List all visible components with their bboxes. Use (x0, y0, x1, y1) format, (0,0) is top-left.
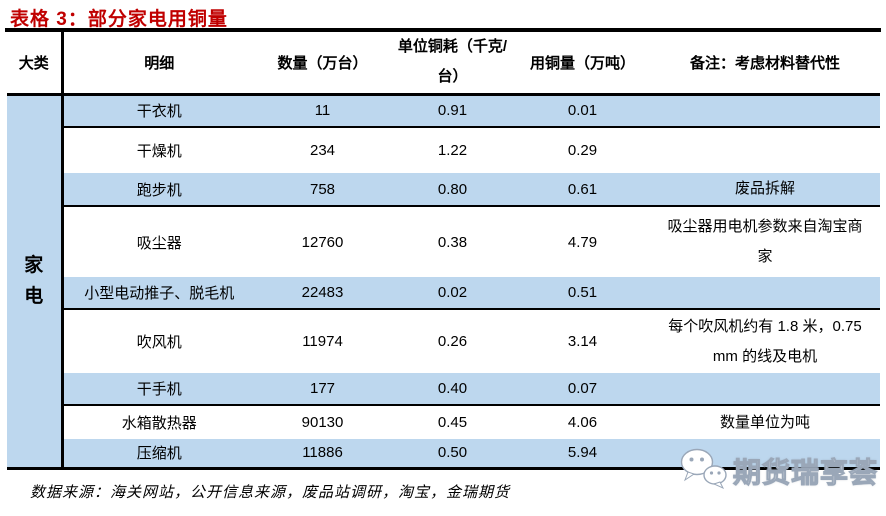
row-note: 数量单位为吨 (719, 413, 810, 431)
row-quantity: 758 (255, 173, 390, 207)
row-unit-copper: 1.22 (437, 142, 468, 159)
row-detail: 吸尘器 (136, 234, 182, 252)
table-row: 水箱散热器 90130 0.45 4.06 数量单位为吨 (7, 405, 880, 439)
header-detail: 明细 (62, 32, 255, 96)
row-quantity: 234 (309, 142, 336, 159)
header-category: 大类 (7, 32, 64, 96)
row-unit-copper: 0.40 (390, 373, 515, 406)
table-row: 干手机 177 0.40 0.07 (7, 373, 880, 406)
row-copper-usage: 4.06 (567, 414, 598, 431)
header-unit-copper-label: 单位铜耗（千克/台） (397, 38, 508, 86)
row-unit-copper: 0.45 (437, 414, 468, 431)
table-row: 干燥机 234 1.22 0.29 (7, 127, 880, 173)
row-quantity: 90130 (301, 414, 344, 431)
data-source-note: 数据来源：海关网站，公开信息来源，废品站调研，淘宝，金瑞期货 (30, 482, 511, 501)
row-detail: 跑步机 (62, 173, 255, 207)
row-note: 吸尘器用电机参数来自淘宝商家 (667, 218, 863, 265)
row-unit-copper: 0.91 (390, 94, 515, 128)
row-detail: 吹风机 (136, 334, 182, 351)
row-note: 废品拆解 (650, 173, 880, 207)
row-detail: 干手机 (62, 373, 255, 406)
row-unit-copper: 0.02 (390, 277, 515, 310)
row-unit-copper: 0.26 (437, 333, 468, 350)
row-quantity: 12760 (301, 233, 344, 251)
row-detail: 压缩机 (62, 439, 255, 468)
header-notes: 备注：考虑材料替代性 (650, 32, 880, 96)
row-copper-usage: 5.94 (515, 439, 650, 468)
row-quantity: 177 (255, 373, 390, 406)
header-copper-usage: 用铜量（万吨） (515, 32, 650, 96)
table-row: 跑步机 758 0.80 0.61 废品拆解 (7, 173, 880, 207)
title-rule (5, 28, 881, 32)
row-unit-copper: 0.80 (390, 173, 515, 207)
row-copper-usage: 0.29 (567, 142, 598, 159)
row-copper-usage: 3.14 (567, 333, 598, 350)
row-note (650, 127, 880, 173)
table-row: 吹风机 11974 0.26 3.14 每个吹风机约有 1.8 米，0.75mm… (7, 309, 880, 373)
row-quantity: 11 (255, 94, 390, 128)
row-copper-usage: 0.01 (515, 94, 650, 128)
row-detail: 小型电动推子、脱毛机 (62, 277, 255, 310)
table-title: 表格 3：部分家电用铜量 (10, 9, 228, 30)
row-unit-copper: 0.50 (390, 439, 515, 468)
row-note: 每个吹风机约有 1.8 米，0.75mm 的线及电机 (668, 317, 862, 365)
row-note (650, 277, 880, 310)
row-detail: 干燥机 (136, 143, 182, 160)
table-row: 吸尘器 12760 0.38 4.79 吸尘器用电机参数来自淘宝商家 (7, 206, 880, 277)
row-quantity: 22483 (255, 277, 390, 310)
category-label: 家电 (24, 254, 44, 307)
row-quantity: 11974 (302, 333, 343, 350)
appliance-copper-table: 大类 明细 数量（万台） 单位铜耗（千克/台） 用铜量（万吨） 备注：考虑材料替… (7, 32, 880, 470)
table-row: 家电 干衣机 11 0.91 0.01 (7, 94, 880, 469)
table-row: 小型电动推子、脱毛机 22483 0.02 0.51 (7, 277, 880, 310)
header-unit-copper: 单位铜耗（千克/台） (390, 32, 515, 96)
row-copper-usage: 0.61 (515, 173, 650, 207)
row-note (650, 94, 880, 128)
row-detail: 水箱散热器 (121, 415, 197, 432)
table-row: 压缩机 11886 0.50 5.94 (7, 439, 880, 468)
row-copper-usage: 4.79 (567, 233, 598, 251)
row-note (650, 373, 880, 406)
header-row: 大类 明细 数量（万台） 单位铜耗（千克/台） 用铜量（万吨） 备注：考虑材料替… (7, 32, 880, 96)
row-detail: 干衣机 (62, 94, 255, 128)
row-copper-usage: 0.51 (515, 277, 650, 310)
header-quantity: 数量（万台） (255, 32, 390, 96)
category-cell: 家电 (7, 94, 64, 469)
row-unit-copper: 0.38 (437, 233, 468, 251)
row-note (650, 439, 880, 468)
row-quantity: 11886 (255, 439, 390, 468)
row-copper-usage: 0.07 (515, 373, 650, 406)
